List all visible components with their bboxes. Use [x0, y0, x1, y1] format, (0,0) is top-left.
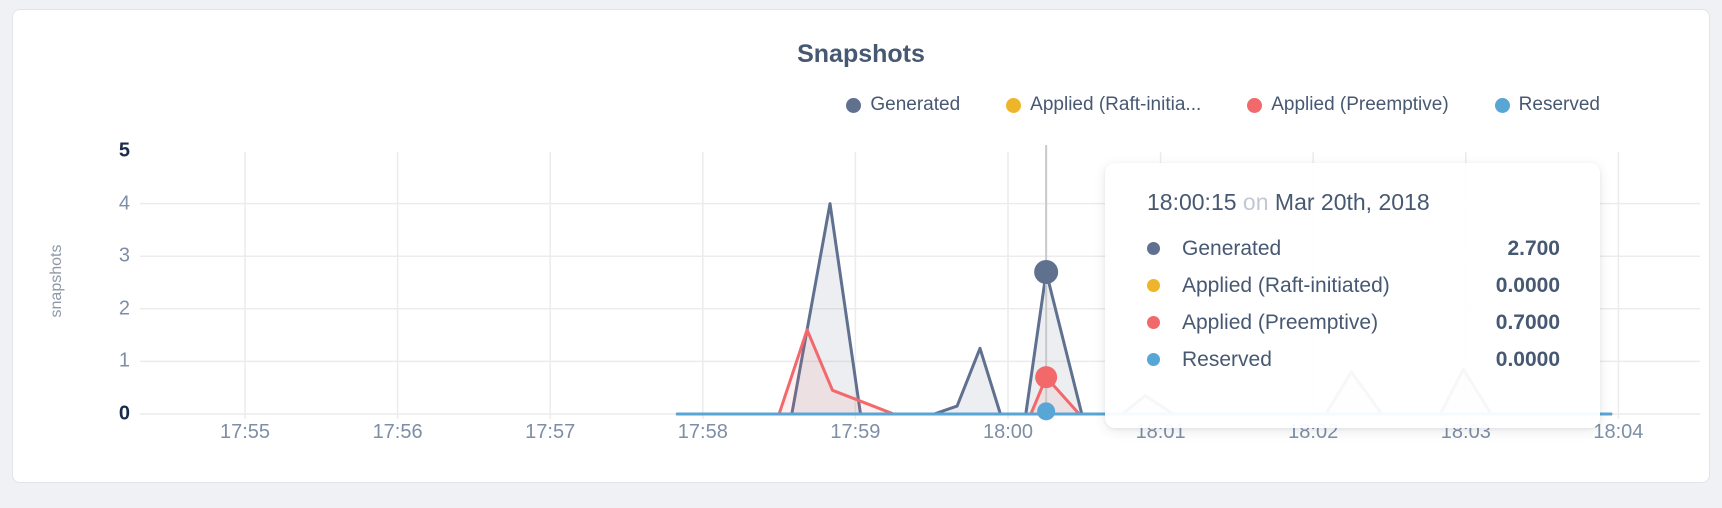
y-tick-label: 4 [118, 192, 130, 215]
tooltip-series-label: Applied (Raft-initiated) [1182, 273, 1390, 297]
legend-item-generated[interactable]: Generated [846, 94, 960, 116]
y-tick-label: 1 [118, 349, 130, 372]
x-tick-label: 18:00 [982, 421, 1034, 443]
x-tick-label: 17:56 [372, 421, 423, 443]
series-dot-icon [1147, 279, 1160, 292]
tooltip-row-reserved: Reserved 0.0000 [1147, 341, 1560, 378]
legend-item-reserved[interactable]: Reserved [1494, 94, 1600, 116]
tooltip-series-value: 0.0000 [1495, 347, 1560, 371]
legend-item-applied-raft[interactable]: Applied (Raft-initia... [1006, 94, 1201, 116]
tooltip-header: 18:00:15 on Mar 20th, 2018 [1147, 189, 1560, 216]
series-dot-icon [1147, 242, 1160, 255]
tooltip-series-value: 2.700 [1507, 236, 1560, 260]
y-tick-label: 3 [118, 244, 130, 267]
hover-tooltip: 18:00:15 on Mar 20th, 2018 Generated 2.7… [1105, 163, 1600, 428]
tooltip-series-value: 0.0000 [1495, 273, 1560, 297]
x-tick-label: 17:57 [525, 421, 576, 443]
tooltip-series-label: Reserved [1182, 347, 1272, 371]
tooltip-row-applied-preemptive: Applied (Preemptive) 0.7000 [1147, 304, 1560, 341]
tooltip-series-value: 0.7000 [1495, 310, 1560, 334]
hover-point-dot [1037, 402, 1056, 421]
legend-label: Applied (Preemptive) [1271, 94, 1449, 115]
series-dot-icon [1247, 97, 1263, 113]
x-tick-label: 17:59 [830, 421, 881, 443]
series-line [675, 328, 1613, 416]
tooltip-time: 18:00:15 [1147, 189, 1237, 215]
tooltip-series-label: Applied (Preemptive) [1182, 310, 1379, 334]
y-tick-label: 5 [118, 139, 130, 162]
y-tick-label: 0 [118, 402, 130, 425]
chart-legend: Generated Applied (Raft-initia... Applie… [846, 94, 1600, 116]
x-tick-label: 17:55 [219, 421, 271, 443]
series-dot-icon [1494, 97, 1510, 113]
series-dot-icon [1147, 353, 1160, 366]
y-tick-label: 2 [118, 297, 130, 320]
hover-point-dot [1035, 366, 1058, 389]
chart-title: Snapshots [797, 40, 925, 68]
tooltip-date: Mar 20th, 2018 [1274, 189, 1430, 215]
tooltip-row-generated: Generated 2.700 [1147, 230, 1560, 267]
hover-point-dot [1034, 259, 1059, 284]
legend-label: Reserved [1518, 94, 1600, 115]
tooltip-row-applied-raft: Applied (Raft-initiated) 0.0000 [1147, 267, 1560, 304]
series-dot-icon [846, 97, 862, 113]
tooltip-on-word: on [1242, 189, 1269, 215]
legend-label: Applied (Raft-initia... [1030, 94, 1202, 115]
tooltip-series-label: Generated [1182, 236, 1282, 260]
legend-label: Generated [870, 94, 961, 115]
series-dot-icon [1147, 316, 1160, 329]
x-tick-label: 17:58 [677, 421, 728, 443]
series-dot-icon [1006, 97, 1022, 113]
x-tick-label: 18:04 [1593, 421, 1644, 443]
legend-item-applied-preemptive[interactable]: Applied (Preemptive) [1247, 94, 1449, 116]
